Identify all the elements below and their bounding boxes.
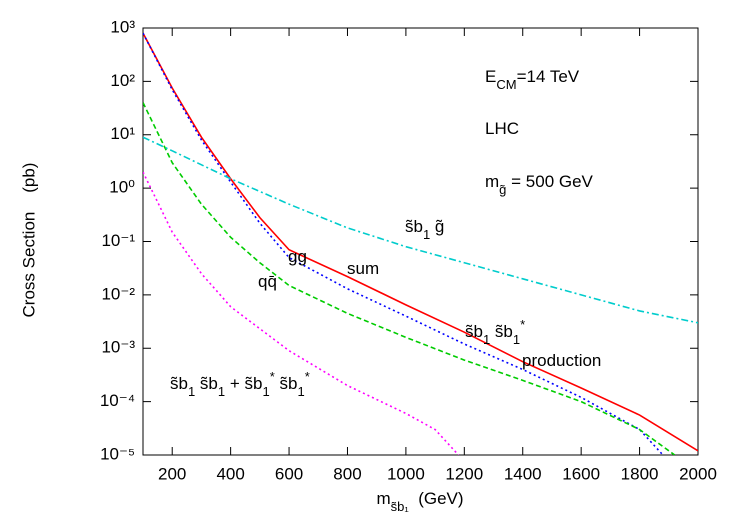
annotation: s̃b1 s̃b1 + s̃b1* s̃b1* — [170, 369, 310, 399]
text-part: CM — [496, 77, 516, 92]
line-series — [143, 32, 664, 455]
x-tick-label: 400 — [216, 464, 244, 483]
text-part: 1 — [262, 384, 269, 399]
text-part: s̃b₁ — [391, 499, 410, 514]
y-tick-label: 10² — [110, 71, 135, 90]
x-tick-label: 1800 — [621, 464, 659, 483]
y-axis-label: Cross Section (pb) — [19, 163, 38, 318]
annotation: qq̄ — [258, 272, 277, 291]
text-part: qq̄ — [258, 272, 277, 291]
annotation: LHC — [485, 119, 519, 138]
y-tick-label: 10³ — [110, 17, 135, 36]
text-part: g̃ — [499, 182, 506, 197]
text-part: * — [305, 369, 310, 384]
text-part: * — [270, 369, 275, 384]
text-part: m — [485, 172, 499, 191]
x-tick-label: 1000 — [387, 464, 425, 483]
text-part: =14 TeV — [517, 67, 580, 86]
x-tick-label: 200 — [158, 464, 186, 483]
text-part: 1 — [423, 227, 430, 242]
text-part: m — [376, 489, 390, 508]
text-part: E — [485, 67, 496, 86]
text-part: s̃b — [170, 374, 188, 393]
text-part: g̃ — [430, 217, 444, 236]
x-tick-label: 800 — [333, 464, 361, 483]
x-tick-label: 600 — [275, 464, 303, 483]
text-part: gg — [288, 247, 307, 266]
text-part: production — [522, 351, 601, 370]
text-part: 1 — [483, 332, 490, 347]
x-tick-label: 1200 — [445, 464, 483, 483]
text-part: 1 — [513, 332, 520, 347]
annotation: sum — [347, 259, 379, 278]
text-part: LHC — [485, 119, 519, 138]
y-tick-label: 10⁻² — [101, 284, 135, 303]
line-series — [143, 136, 698, 324]
line-series — [143, 102, 676, 455]
line-series — [143, 171, 460, 455]
annotation: gg — [288, 247, 307, 266]
text-part: + s̃b — [225, 374, 262, 393]
y-tick-label: 10⁻⁵ — [100, 444, 135, 463]
y-tick-label: 10⁻³ — [101, 338, 135, 357]
y-tick-label: 10¹ — [110, 124, 135, 143]
annotation: s̃b1 g̃ — [405, 217, 444, 241]
text-part: = 500 GeV — [506, 172, 593, 191]
x-tick-label: 1600 — [562, 464, 600, 483]
x-axis-label: ms̃b₁ (GeV) — [376, 489, 463, 513]
annotation: ECM=14 TeV — [485, 67, 580, 91]
annotation: mg̃ = 500 GeV — [485, 172, 594, 196]
y-tick-label: 10⁻⁴ — [100, 391, 135, 410]
text-part: (GeV) — [409, 489, 464, 508]
text-part: 1 — [297, 384, 304, 399]
annotation: production — [522, 351, 601, 370]
annotation: s̃b1 s̃b1* — [465, 317, 525, 347]
y-tick-label: 10⁰ — [109, 178, 135, 197]
text-part: * — [520, 317, 525, 332]
text-part: s̃b — [405, 217, 423, 236]
text-part: 1 — [218, 384, 225, 399]
y-tick-label: 10⁻¹ — [101, 231, 135, 250]
x-tick-label: 2000 — [679, 464, 717, 483]
text-part: 1 — [188, 384, 195, 399]
x-tick-label: 1400 — [504, 464, 542, 483]
text-part: s̃b — [490, 322, 513, 341]
text-part: sum — [347, 259, 379, 278]
text-part: s̃b — [465, 322, 483, 341]
text-part: s̃b — [195, 374, 218, 393]
text-part: s̃b — [275, 374, 298, 393]
plot-frame — [142, 27, 699, 456]
line-series — [143, 32, 698, 452]
